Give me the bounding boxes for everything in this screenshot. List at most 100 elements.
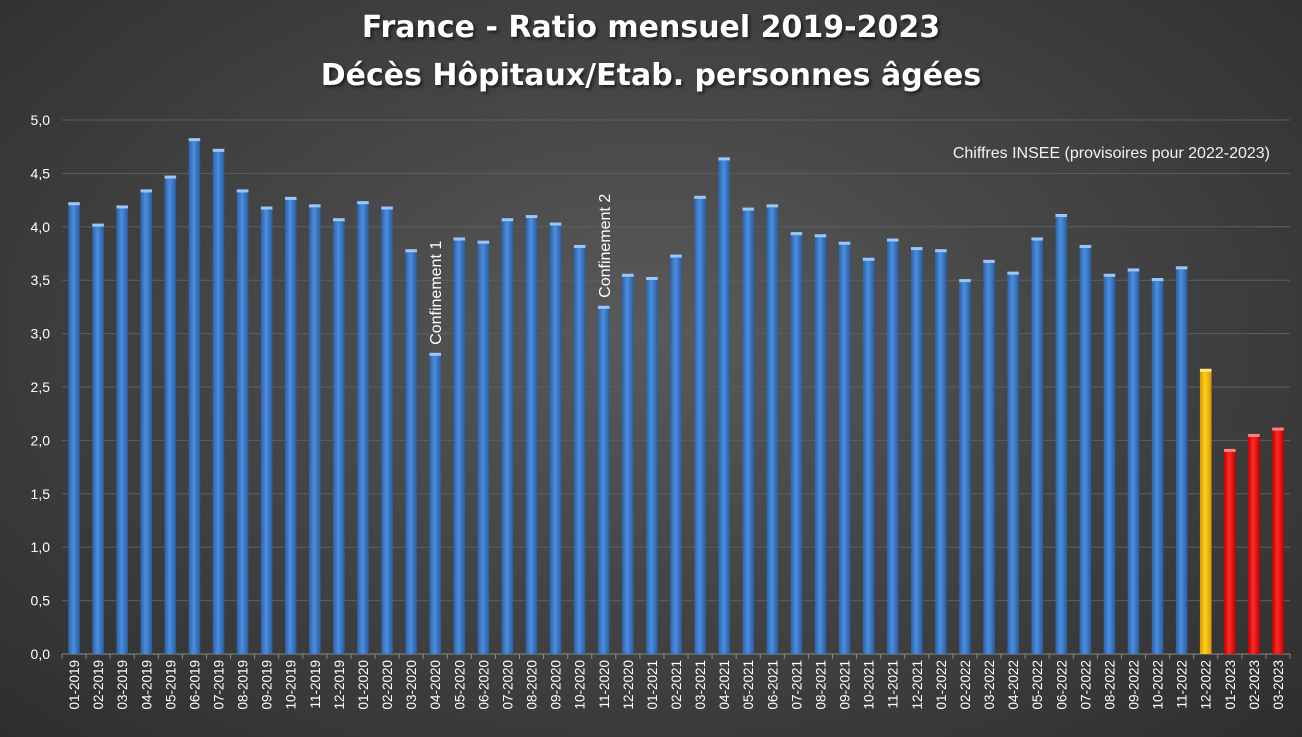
x-tick-label: 07-2020: [500, 660, 515, 710]
x-tick-label: 01-2021: [645, 660, 660, 710]
bar-12-2020: [622, 273, 634, 654]
bar-cap-04-2022: [1007, 271, 1019, 275]
x-tick-label: 01-2020: [356, 660, 371, 710]
bar-06-2020: [477, 240, 490, 654]
x-tick-label: 11-2022: [1175, 660, 1190, 709]
x-tick-label: 06-2021: [765, 660, 780, 710]
bar-cap-03-2022: [983, 259, 995, 263]
y-tick-label: 2,5: [31, 379, 51, 395]
bar-cap-10-2020: [573, 244, 586, 248]
x-tick-label: 12-2022: [1199, 660, 1214, 710]
bar-cap-11-2019: [309, 204, 321, 208]
bar-cap-05-2021: [742, 207, 755, 211]
source-note: Chiffres INSEE (provisoires pour 2022-20…: [952, 145, 1270, 162]
bar-cap-01-2021: [646, 276, 658, 280]
bar-cap-07-2022: [1079, 244, 1092, 248]
x-tick-label: 06-2019: [187, 660, 202, 710]
x-tick-label: 06-2022: [1054, 660, 1069, 710]
bar-cap-12-2019: [333, 218, 345, 222]
x-tick-label: 08-2021: [813, 660, 828, 710]
bar-02-2020: [381, 206, 393, 654]
x-tick-label: 11-2019: [308, 660, 323, 709]
x-tick-label: 01-2023: [1223, 660, 1238, 710]
bar-cap-11-2020: [597, 305, 610, 309]
bar-cap-12-2021: [911, 247, 923, 251]
bar-01-2019: [68, 202, 80, 654]
x-tick-label: 10-2022: [1151, 660, 1166, 710]
x-tick-label: 08-2019: [236, 660, 251, 710]
bar-cap-04-2019: [140, 189, 153, 193]
y-tick-label: 5,0: [31, 112, 51, 128]
bar-cap-07-2021: [790, 232, 803, 236]
bar-03-2023: [1272, 427, 1284, 654]
bar-02-2021: [670, 254, 682, 654]
x-tick-label: 02-2023: [1247, 660, 1262, 710]
bar-12-2021: [911, 247, 923, 655]
y-tick-label: 0,5: [31, 593, 51, 609]
annotation-label: Confinement 2: [597, 194, 614, 298]
bar-08-2019: [236, 189, 249, 655]
bar-cap-02-2019: [92, 223, 104, 227]
bar-cap-09-2021: [838, 241, 851, 245]
bar-cap-12-2020: [622, 273, 634, 277]
x-tick-label: 04-2021: [717, 660, 732, 710]
bar-cap-07-2020: [501, 218, 514, 222]
bar-cap-04-2020: [429, 352, 441, 356]
bar-cap-08-2022: [1103, 273, 1116, 277]
bars: [68, 138, 1284, 655]
bar-cap-10-2021: [862, 257, 875, 261]
bar-cap-09-2020: [549, 222, 562, 226]
bar-03-2020: [405, 249, 417, 654]
x-tick-label: 09-2022: [1126, 660, 1141, 710]
bar-07-2021: [790, 232, 803, 654]
bar-04-2019: [140, 189, 153, 655]
bar-cap-03-2021: [694, 195, 706, 199]
x-tick-label: 05-2020: [452, 660, 467, 710]
y-tick-label: 3,0: [31, 326, 51, 342]
bar-02-2022: [959, 279, 971, 654]
bar-cap-10-2022: [1151, 278, 1164, 282]
bar-07-2019: [212, 148, 225, 654]
x-tick-label: 12-2019: [332, 660, 347, 710]
x-tick-label: 03-2023: [1271, 660, 1286, 710]
bar-cap-05-2020: [453, 237, 466, 241]
x-tick-label: 05-2019: [163, 660, 178, 710]
y-tick-label: 0,0: [31, 646, 51, 662]
x-tick-label: 02-2019: [91, 660, 106, 710]
bar-10-2020: [573, 244, 586, 654]
x-tick-label: 06-2020: [476, 660, 491, 710]
bar-06-2019: [188, 138, 201, 654]
bar-05-2022: [1031, 237, 1043, 655]
bar-cap-08-2020: [525, 215, 538, 219]
bar-09-2020: [549, 222, 562, 654]
bar-cap-02-2021: [670, 254, 682, 258]
x-tick-label: 12-2021: [910, 660, 925, 710]
bar-cap-05-2022: [1031, 237, 1043, 241]
x-tick-label: 01-2019: [67, 660, 82, 710]
bar-cap-02-2023: [1248, 433, 1260, 437]
bar-03-2022: [983, 259, 995, 654]
bar-cap-06-2019: [188, 138, 201, 142]
x-tick-label: 03-2022: [982, 660, 997, 710]
bar-02-2019: [92, 223, 104, 654]
bar-10-2022: [1151, 278, 1164, 654]
bar-05-2020: [453, 237, 466, 655]
bar-08-2021: [814, 234, 827, 654]
bar-07-2022: [1079, 244, 1092, 654]
y-tick-label: 2,0: [31, 432, 51, 448]
bar-12-2019: [333, 218, 345, 655]
bar-04-2021: [718, 157, 730, 654]
bar-cap-09-2019: [260, 206, 273, 210]
bar-cap-01-2022: [935, 249, 947, 253]
bar-cap-05-2019: [164, 175, 177, 179]
x-tick-label: 08-2022: [1102, 660, 1117, 710]
bar-cap-02-2022: [959, 279, 971, 283]
bar-09-2019: [260, 206, 273, 654]
bar-12-2022: [1199, 368, 1212, 654]
bar-cap-11-2022: [1175, 266, 1188, 270]
bar-01-2023: [1224, 448, 1236, 654]
bar-09-2022: [1127, 268, 1140, 654]
annotations: Confinement 1 Confinement 2: [428, 194, 614, 345]
x-tick-label: 09-2019: [260, 660, 275, 710]
